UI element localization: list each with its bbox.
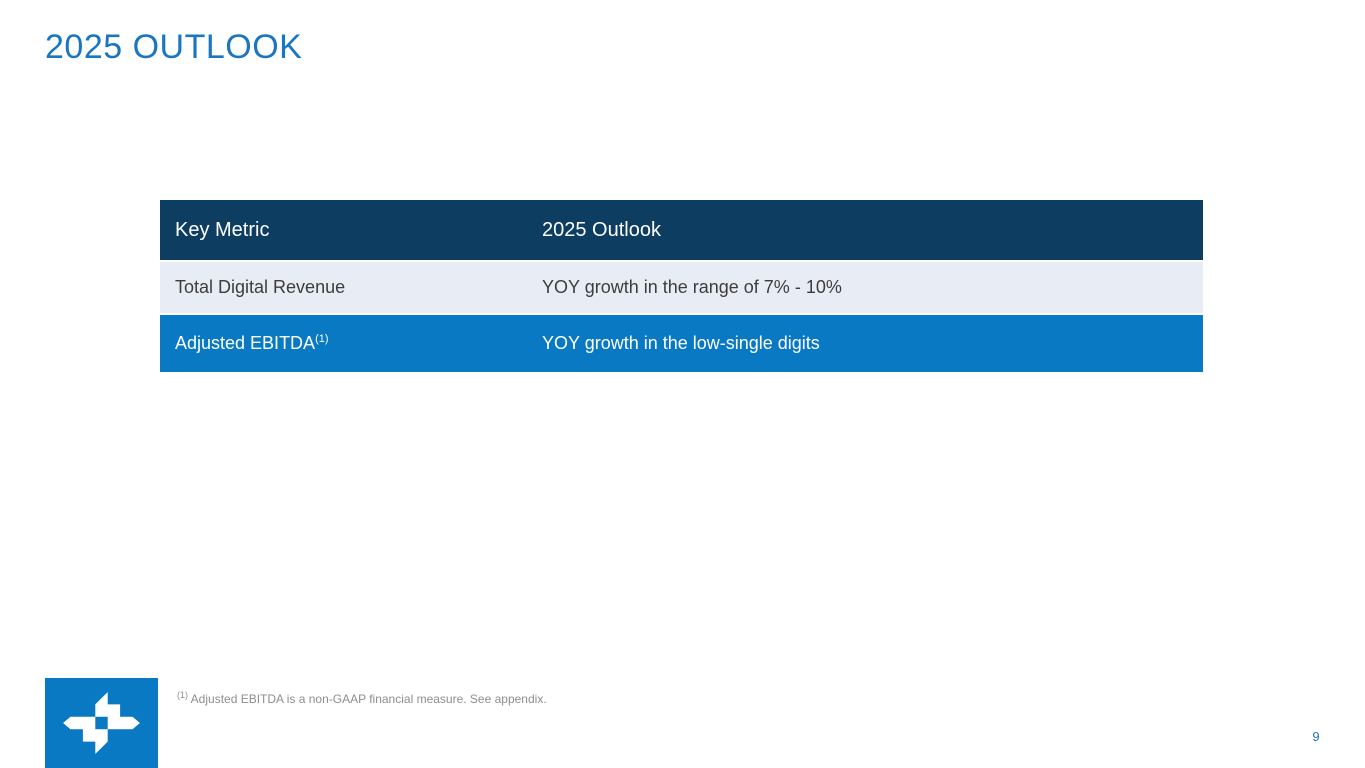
column-header-2025-outlook: 2025 Outlook <box>527 200 1203 260</box>
company-logo <box>45 678 158 768</box>
metric-label: Adjusted EBITDA <box>175 333 316 353</box>
footnote-ref: (1) <box>177 690 188 700</box>
page-title: 2025 OUTLOOK <box>45 28 303 66</box>
footnote-text: Adjusted EBITDA is a non-GAAP financial … <box>188 692 547 706</box>
outlook-cell: YOY growth in the low-single digits <box>527 313 1203 372</box>
metric-cell: Total Digital Revenue <box>160 260 527 313</box>
footnote: (1) Adjusted EBITDA is a non-GAAP financ… <box>177 690 547 707</box>
metric-cell: Adjusted EBITDA(1) <box>160 313 527 372</box>
pinwheel-steps-logo-icon <box>63 692 140 754</box>
table-row-adjusted-ebitda: Adjusted EBITDA(1) YOY growth in the low… <box>160 313 1203 372</box>
outlook-cell: YOY growth in the range of 7% - 10% <box>527 260 1203 313</box>
table-header-row: Key Metric 2025 Outlook <box>160 200 1203 260</box>
metric-label: Total Digital Revenue <box>175 277 346 297</box>
table-row-total-digital-revenue: Total Digital Revenue YOY growth in the … <box>160 260 1203 313</box>
metric-footnote-ref: (1) <box>315 333 329 345</box>
outlook-table: Key Metric 2025 Outlook Total Digital Re… <box>160 200 1203 372</box>
column-header-key-metric: Key Metric <box>160 200 527 260</box>
page-number: 9 <box>1312 729 1320 744</box>
